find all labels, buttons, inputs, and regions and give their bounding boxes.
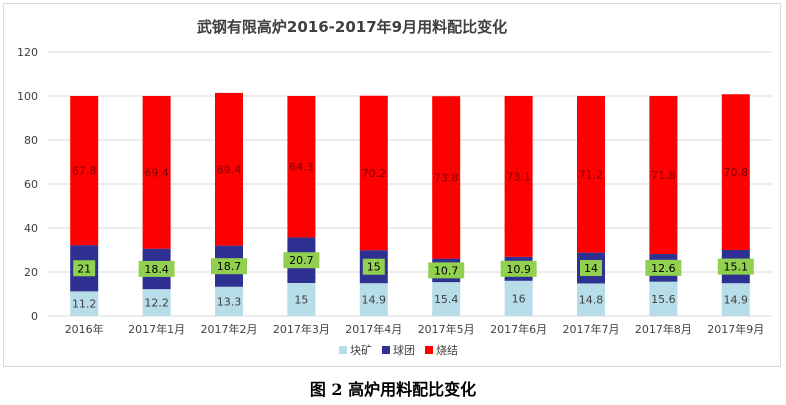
data-label: 16 [512, 292, 526, 305]
data-label-background [428, 262, 465, 279]
x-tick-label: 2017年9月 [707, 322, 764, 336]
data-label: 71.2 [579, 168, 604, 181]
data-label: 70.2 [362, 167, 387, 180]
bar-segment [504, 280, 533, 316]
bars [70, 92, 750, 316]
bar-segment [215, 286, 243, 316]
data-label: 70.8 [724, 166, 749, 179]
y-tick-label: 20 [24, 266, 38, 279]
x-tick-label: 2017年4月 [345, 322, 402, 336]
x-tick-label: 2017年2月 [201, 322, 258, 336]
data-label: 15.6 [651, 293, 676, 306]
data-label: 12.6 [651, 262, 676, 275]
data-label: 18.7 [217, 260, 242, 273]
bar-segment [721, 94, 750, 251]
bar-segment [504, 96, 533, 257]
x-tick-label: 2017年6月 [490, 322, 547, 336]
data-label: 12.2 [144, 297, 169, 310]
bar-segment [649, 281, 678, 316]
bar-segment [215, 92, 243, 246]
bar-segment [649, 96, 678, 254]
data-label: 15 [294, 294, 308, 307]
legend-swatch [382, 346, 390, 354]
data-label-background [500, 260, 537, 277]
bar-segment [721, 283, 750, 316]
data-label: 73.8 [434, 171, 459, 184]
data-label: 20.7 [289, 254, 314, 267]
data-label: 14.9 [724, 294, 749, 307]
data-label: 69.4 [217, 163, 242, 176]
legend-swatch [339, 346, 347, 354]
bar-segment [432, 282, 461, 316]
y-tick-label: 40 [24, 222, 38, 235]
x-tick-label: 2017年7月 [563, 322, 620, 336]
data-label: 13.3 [217, 295, 242, 308]
y-tick-label: 60 [24, 178, 38, 191]
bar-segment [70, 96, 99, 246]
bar-segment [287, 283, 316, 316]
data-label-background [362, 258, 385, 275]
data-label: 73.1 [506, 170, 531, 183]
data-label: 15.1 [724, 261, 749, 274]
chart-title: 武钢有限高炉2016-2017年9月用料配比变化 [197, 18, 507, 36]
data-label: 10.9 [506, 263, 531, 276]
data-label: 14.9 [362, 294, 387, 307]
chart-frame: 武钢有限高炉2016-2017年9月用料配比变化 0 20 40 60 80 100 120… [3, 3, 781, 367]
data-label: 10.7 [434, 264, 459, 277]
bar-segment [287, 96, 316, 238]
y-tick-label: 80 [24, 134, 38, 147]
legend-label: 块矿 [350, 344, 372, 357]
bar-segment [142, 96, 171, 249]
bar-segment [359, 95, 388, 251]
data-label-background [717, 258, 754, 275]
x-axis-labels: 2016年 2017年1月 2017年2月 2017年3月 2017年4月 2017年5月… [65, 322, 765, 336]
legend-label: 球团 [393, 343, 415, 357]
bar-segment [577, 283, 605, 316]
data-label-background [283, 252, 320, 269]
data-label: 18.4 [144, 263, 169, 276]
y-axis-ticks: 0 20 40 60 80 100 120 [17, 46, 38, 323]
x-tick-label: 2016年 [65, 322, 104, 336]
legend-swatch [425, 346, 433, 354]
data-label: 11.2 [72, 298, 97, 311]
x-tick-label: 2017年8月 [635, 322, 692, 336]
x-tick-label: 2017年3月 [273, 322, 330, 336]
bar-segment [142, 289, 171, 316]
data-label-background [580, 260, 602, 277]
data-label: 64.3 [289, 161, 314, 174]
bar-segment [432, 96, 461, 259]
data-label: 14 [584, 262, 598, 275]
y-tick-label: 100 [17, 90, 38, 103]
data-label: 69.4 [144, 166, 169, 179]
bar-segment [359, 283, 388, 316]
data-label: 15 [367, 261, 381, 274]
legend: 块矿 球团 烧结 [339, 343, 458, 357]
data-label-background [138, 260, 175, 277]
data-label: 14.8 [579, 294, 604, 307]
legend-label: 烧结 [436, 344, 458, 357]
data-label-background [645, 259, 682, 276]
x-tick-label: 2017年1月 [128, 322, 185, 336]
data-label: 71.8 [651, 169, 676, 182]
y-tick-label: 0 [31, 310, 38, 323]
data-label: 15.4 [434, 293, 459, 306]
x-tick-label: 2017年5月 [418, 322, 475, 336]
y-tick-label: 120 [17, 46, 38, 59]
data-label-background [73, 260, 96, 277]
bar-segment [70, 291, 99, 316]
data-labels: 11.2 21 67.8 12.2 18.4 69.4 13.3 18.7 69.4 15 20.7… [72, 161, 754, 311]
data-label-background [211, 258, 247, 275]
data-label: 21 [77, 262, 91, 275]
data-label: 67.8 [72, 165, 97, 178]
stacked-bar-chart: 武钢有限高炉2016-2017年9月用料配比变化 0 20 40 60 80 100 120… [17, 18, 772, 357]
figure-caption: 图 2 高炉用料配比变化 [309, 380, 477, 399]
bar-segment [577, 96, 605, 253]
